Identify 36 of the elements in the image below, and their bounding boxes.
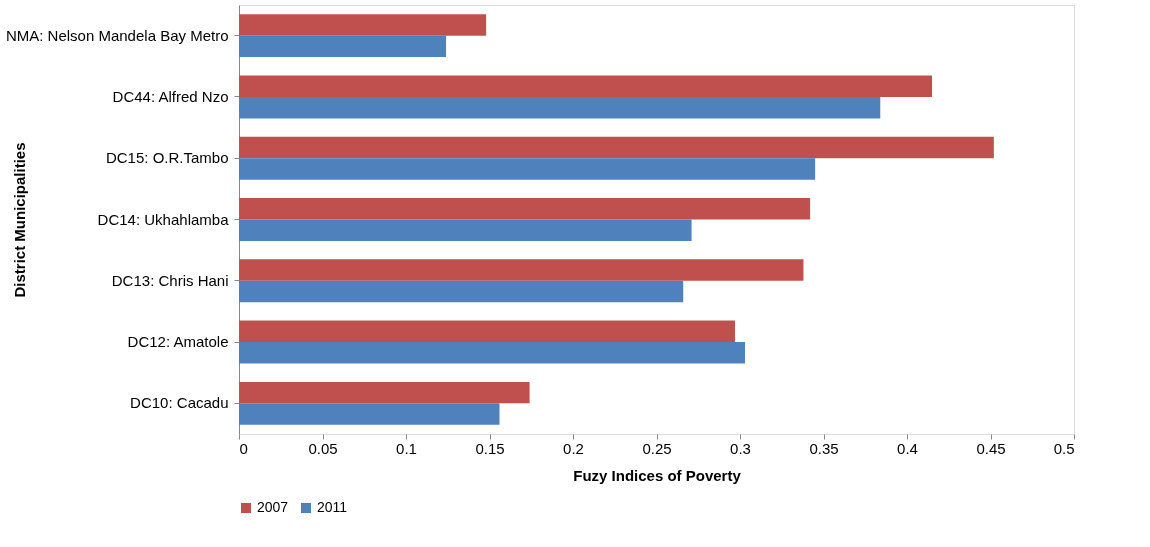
y-tick-label: NMA: Nelson Mandela Bay Metro (5, 26, 229, 44)
x-tick-label: 0.05 (308, 439, 338, 457)
legend-label: 2007 (257, 499, 289, 515)
x-tick-label: 0.45 (976, 439, 1006, 457)
bar (239, 198, 811, 220)
bar (239, 136, 994, 159)
bar (239, 75, 933, 97)
x-tick-label: 0.2 (563, 439, 584, 457)
bar (239, 403, 500, 425)
legend-label: 2011 (317, 499, 348, 515)
y-tick-label: DC44: Alfred Nzo (112, 87, 229, 105)
x-tick-label: 0.1 (396, 439, 417, 457)
y-tick-label: DC15: O.R.Tambo (105, 149, 229, 167)
x-tick-label: 0.25 (642, 439, 672, 457)
bar (239, 14, 487, 36)
x-tick-label: 0.15 (475, 439, 505, 457)
bar (239, 96, 881, 119)
bar (239, 381, 530, 404)
bar (239, 219, 692, 241)
y-tick-label: DC12: Amatole (127, 333, 229, 351)
x-tick-label: 0 (239, 439, 248, 457)
y-tick-label: DC13: Chris Hani (111, 271, 229, 289)
x-tick-label: 0.3 (730, 439, 751, 457)
bar (239, 280, 684, 303)
bar (239, 35, 447, 58)
x-tick-label: 0.4 (897, 439, 918, 457)
bar (239, 259, 804, 281)
x-tick-label: 0.5 (1053, 439, 1075, 457)
y-axis-title: District Municipalities (10, 142, 28, 298)
bar (239, 320, 735, 343)
bar (239, 158, 816, 180)
y-tick-label: DC10: Cacadu (130, 394, 229, 412)
y-tick-label: DC14: Ukhahlamba (97, 210, 230, 228)
bar (239, 342, 746, 364)
x-axis-title: Fuzy Indices of Poverty (573, 466, 742, 484)
x-tick-label: 0.35 (809, 439, 839, 457)
